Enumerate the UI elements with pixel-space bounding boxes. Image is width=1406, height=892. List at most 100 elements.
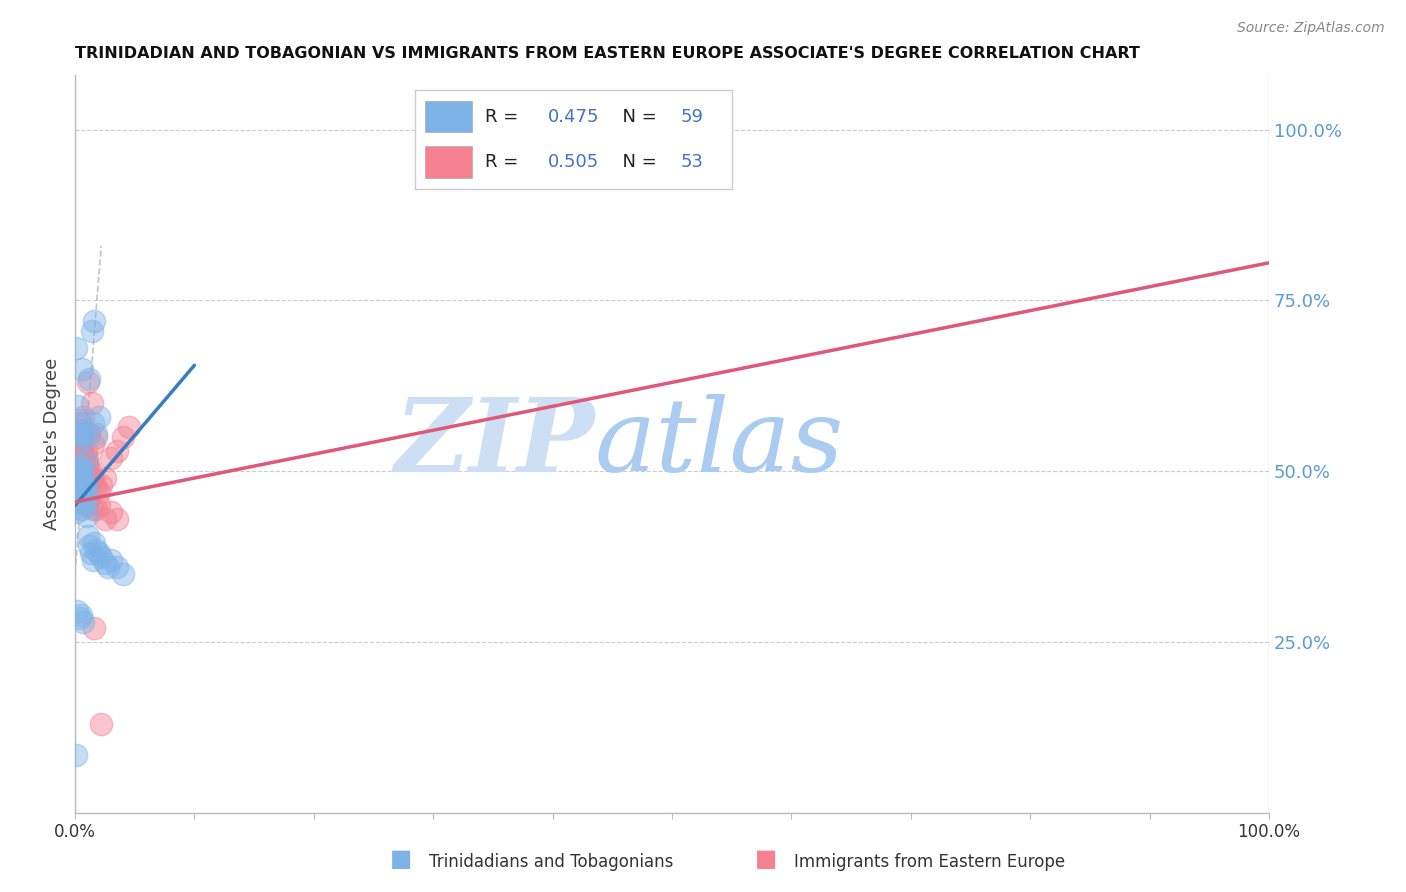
Point bbox=[65, 341, 87, 355]
Point bbox=[73, 458, 96, 472]
Point bbox=[111, 430, 134, 444]
Point bbox=[75, 443, 97, 458]
Point bbox=[67, 413, 90, 427]
Text: ■: ■ bbox=[389, 847, 412, 871]
Point bbox=[80, 471, 103, 485]
Text: atlas: atlas bbox=[595, 394, 844, 493]
Point bbox=[94, 471, 117, 485]
Point bbox=[82, 553, 104, 567]
Point bbox=[73, 481, 96, 495]
Point bbox=[75, 491, 97, 506]
Point bbox=[70, 464, 93, 478]
Point bbox=[86, 426, 108, 441]
Point bbox=[72, 423, 94, 437]
Point bbox=[70, 484, 93, 499]
Point bbox=[77, 458, 100, 472]
Point bbox=[79, 426, 101, 441]
Point bbox=[76, 450, 98, 465]
Point bbox=[70, 437, 93, 451]
Point bbox=[105, 512, 128, 526]
Y-axis label: Associate's Degree: Associate's Degree bbox=[44, 358, 60, 530]
Point bbox=[77, 376, 100, 390]
Point bbox=[66, 400, 89, 414]
Point bbox=[70, 607, 93, 622]
Point bbox=[79, 471, 101, 485]
Point bbox=[87, 546, 110, 560]
Point bbox=[100, 505, 122, 519]
Point bbox=[67, 467, 90, 482]
Point bbox=[77, 529, 100, 543]
Point bbox=[73, 460, 96, 475]
Point bbox=[111, 566, 134, 581]
Point bbox=[70, 488, 93, 502]
Point bbox=[70, 434, 93, 448]
Point bbox=[83, 621, 105, 635]
Point bbox=[69, 447, 91, 461]
Point bbox=[76, 458, 98, 472]
Point bbox=[105, 560, 128, 574]
Point bbox=[79, 546, 101, 560]
Point bbox=[86, 430, 108, 444]
Point bbox=[76, 499, 98, 513]
Point bbox=[72, 615, 94, 629]
Point bbox=[100, 553, 122, 567]
Point bbox=[86, 481, 108, 495]
Point bbox=[70, 450, 93, 465]
Point bbox=[80, 324, 103, 338]
Point bbox=[72, 447, 94, 461]
Point bbox=[66, 604, 89, 618]
Point bbox=[86, 501, 108, 516]
Point bbox=[83, 536, 105, 550]
Point bbox=[613, 122, 636, 136]
Point bbox=[70, 443, 93, 458]
Text: Source: ZipAtlas.com: Source: ZipAtlas.com bbox=[1237, 21, 1385, 35]
Point bbox=[67, 464, 90, 478]
Point bbox=[69, 471, 91, 485]
Point bbox=[67, 458, 90, 472]
Point bbox=[87, 409, 110, 424]
Point bbox=[69, 426, 91, 441]
Point bbox=[87, 484, 110, 499]
Point bbox=[82, 471, 104, 485]
Point bbox=[67, 450, 90, 465]
Point bbox=[76, 508, 98, 523]
Point bbox=[82, 437, 104, 451]
Text: Trinidadians and Tobagonians: Trinidadians and Tobagonians bbox=[429, 853, 673, 871]
Point bbox=[72, 409, 94, 424]
Point bbox=[82, 417, 104, 431]
Point bbox=[79, 491, 101, 506]
Point bbox=[75, 454, 97, 468]
Point bbox=[90, 717, 112, 731]
Point bbox=[69, 611, 91, 625]
Point bbox=[76, 481, 98, 495]
Point bbox=[66, 458, 89, 472]
Point bbox=[66, 458, 89, 472]
Point bbox=[67, 430, 90, 444]
Point bbox=[65, 495, 87, 509]
Point bbox=[94, 557, 117, 571]
Point bbox=[100, 450, 122, 465]
Point bbox=[80, 396, 103, 410]
Point bbox=[73, 499, 96, 513]
Text: ZIP: ZIP bbox=[394, 394, 595, 493]
Point bbox=[76, 426, 98, 441]
Point bbox=[72, 464, 94, 478]
Point bbox=[66, 471, 89, 485]
Point bbox=[97, 560, 120, 574]
Point bbox=[65, 464, 87, 478]
Point bbox=[73, 430, 96, 444]
Point bbox=[82, 501, 104, 516]
Point bbox=[69, 460, 91, 475]
Point bbox=[70, 426, 93, 441]
Point bbox=[66, 458, 89, 472]
Point bbox=[70, 417, 93, 431]
Point bbox=[72, 491, 94, 506]
Point bbox=[65, 747, 87, 762]
Point bbox=[72, 467, 94, 482]
Point bbox=[67, 478, 90, 492]
Point bbox=[87, 499, 110, 513]
Point bbox=[94, 512, 117, 526]
Point bbox=[79, 540, 101, 554]
Point bbox=[70, 361, 93, 376]
Point bbox=[90, 549, 112, 564]
